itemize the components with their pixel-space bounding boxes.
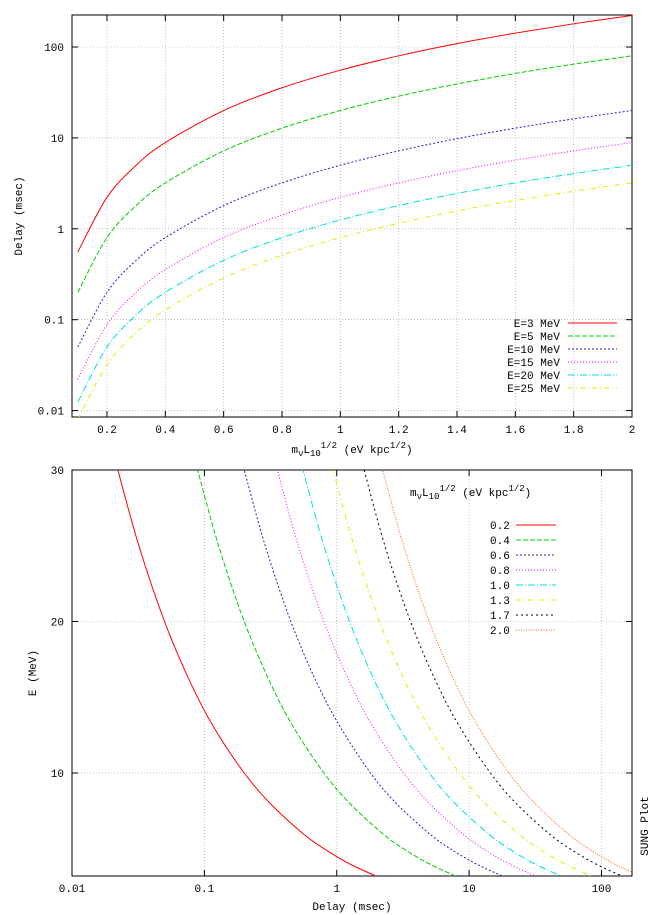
y-axis-label: E (MeV) [28,650,40,696]
legend-title-part: 1/2 [439,484,455,494]
x-tick-label: 0.6 [214,425,234,437]
x-axis-label-part: m [291,445,298,457]
legend-label: E=3 MeV [514,319,561,331]
annotation: SUNG Plot [640,796,652,855]
legend-title-part: ν [417,492,422,502]
plot-area [77,15,632,417]
curve [276,470,537,876]
legend-label: E=10 MeV [507,345,560,357]
y-tick-label: 0.1 [44,316,64,328]
x-axis-label-part: ν [298,449,303,459]
x-tick-label: 0.01 [59,884,86,896]
x-tick-label: 1.6 [505,425,525,437]
x-tick-label: 1.8 [564,425,584,437]
legend-title-part: L [422,488,429,500]
legend-label: E=15 MeV [507,358,560,370]
curve [77,15,632,253]
plot-frame [71,14,633,418]
curve [302,470,563,876]
legend-title-part: ) [525,488,532,500]
x-axis-label: Delay (msec) [312,902,391,914]
curve [243,470,504,876]
y-tick-label: 30 [51,466,64,478]
legend-label: 2.0 [490,626,510,638]
x-axis-label-part: 1/2 [390,441,406,451]
x-axis-label: mνL101/2 (eV kpc1/2) [291,441,412,459]
legend-label: 1.3 [490,596,510,608]
x-tick-label: 1.4 [447,425,467,437]
curve [117,470,378,876]
legend-title-part: (eV kpc [456,488,509,500]
legend-label: 0.2 [490,521,510,533]
curve [77,55,632,293]
y-tick-label: 1 [57,225,64,237]
x-tick-label: 10 [463,884,476,896]
legend-title-part: m [410,488,417,500]
x-tick-label: 100 [592,884,612,896]
curve [332,470,593,876]
x-tick-label: 1.2 [389,425,409,437]
x-tick-label: 2 [629,425,636,437]
legend-label: E=5 MeV [514,332,561,344]
curve [382,470,632,873]
y-axis-label: Delay (msec) [14,176,26,255]
legend-label: 0.4 [490,536,510,548]
plot-frame [71,469,633,877]
x-tick-label: 0.8 [272,425,292,437]
y-tick-label: 20 [51,617,64,629]
legend-title-part: 10 [429,492,440,502]
x-axis-label-part: L [303,445,310,457]
curve [363,470,624,876]
x-axis-label-part: 1/2 [321,441,337,451]
y-tick-label: 100 [44,43,64,55]
y-tick-label: 0.01 [38,407,65,419]
x-tick-label: 0.1 [194,884,214,896]
legend-label: E=20 MeV [507,371,560,383]
x-tick-label: 0.4 [155,425,175,437]
x-tick-label: 1 [333,884,340,896]
y-tick-label: 10 [51,134,64,146]
legend-label: E=25 MeV [507,384,560,396]
x-tick-label: 0.2 [97,425,117,437]
curve [77,142,632,380]
y-tick-label: 10 [51,769,64,781]
curve [197,470,457,876]
legend-label: 0.8 [490,566,510,578]
x-axis-label-part: 10 [310,449,321,459]
legend-label: 1.0 [490,581,510,593]
legend-label: 1.7 [490,611,510,623]
x-tick-label: 1 [337,425,344,437]
legend-label: 0.6 [490,551,510,563]
x-axis-label-part: (eV kpc [337,445,390,457]
plot-area [117,470,632,876]
legend-title-part: 1/2 [508,484,524,494]
x-axis-label-part: ) [406,445,413,457]
legend-title: mνL101/2 (eV kpc1/2) [410,484,531,502]
